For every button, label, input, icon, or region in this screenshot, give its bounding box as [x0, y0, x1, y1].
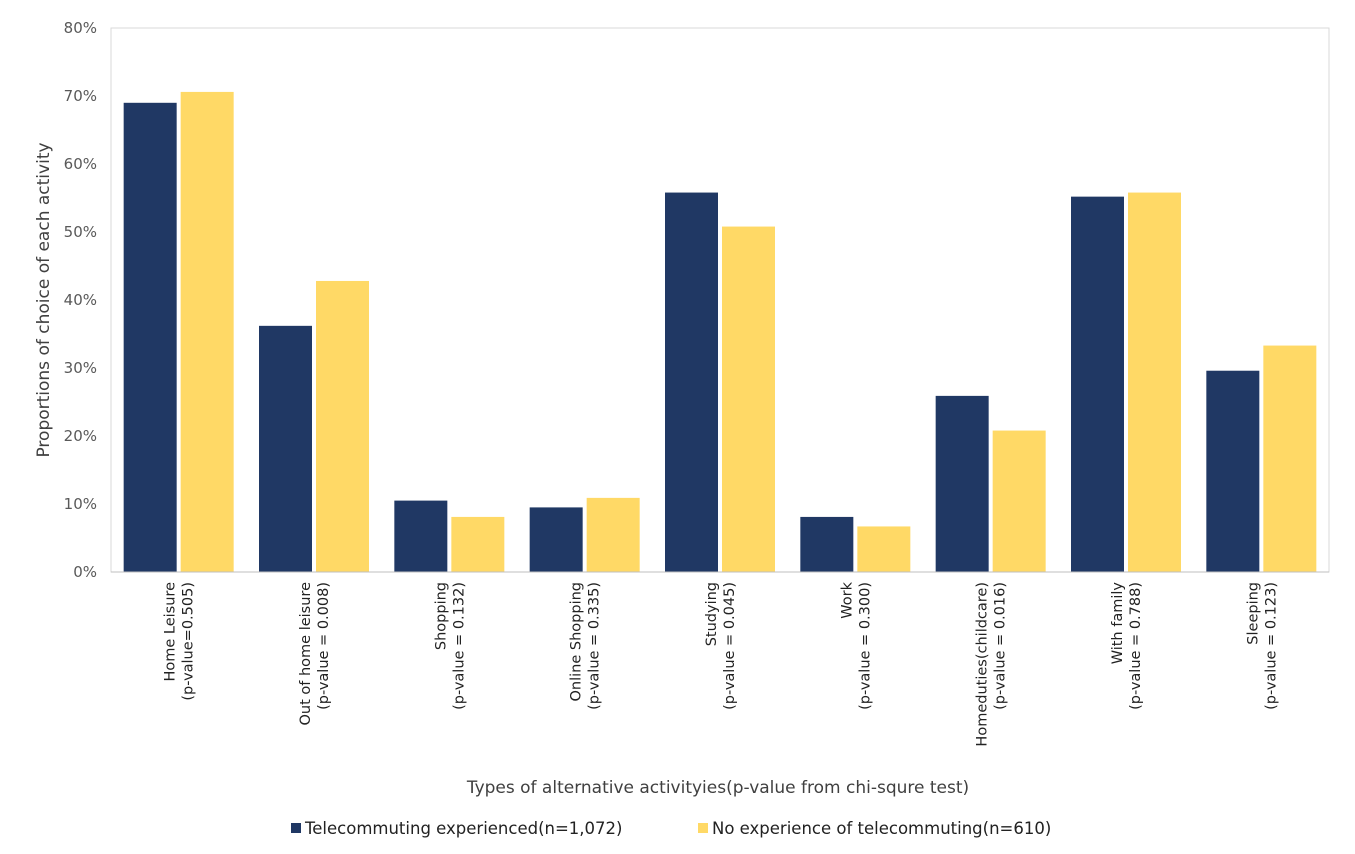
bar-series-1 [394, 500, 448, 572]
x-category-label: With family (p-value = 0.788) [1110, 582, 1144, 710]
bar-series-2 [316, 280, 369, 572]
svg-text:Homeduties(childcare)(p-value: Homeduties(childcare) (p-value = 0.016) [975, 582, 1009, 747]
bar-series-1 [1071, 196, 1124, 572]
bar-series-1 [1206, 370, 1260, 572]
bar-series-2 [992, 430, 1046, 572]
bar-series-2 [1263, 345, 1317, 572]
legend-label-series-2: No experience of telecommuting(n=610) [712, 819, 1051, 838]
y-tick-label: 70% [64, 87, 97, 105]
svg-text:Studying(p-value = 0.045): Studying (p-value = 0.045) [704, 582, 738, 710]
svg-text:Shopping(p-value = 0.132): Shopping (p-value = 0.132) [433, 582, 467, 710]
x-axis-categories: Home Leisure (p-value=0.505) Out of home l… [163, 581, 1280, 746]
bar-series-2 [586, 497, 640, 572]
x-category-label: Home Leisure (p-value=0.505) [163, 582, 197, 701]
bar-series-2 [180, 91, 234, 573]
legend-label-series-1: Telecommuting experienced(n=1,072) [304, 819, 622, 838]
bar-series-1 [935, 395, 989, 572]
legend-swatch-series-1 [291, 823, 301, 833]
x-category-label: Out of home leisure (p-value = 0.008) [298, 582, 332, 726]
legend-swatch-series-2 [698, 823, 708, 833]
y-tick-label: 10% [64, 495, 97, 513]
y-tick-label: 0% [73, 563, 97, 581]
x-category-label: Studying (p-value = 0.045) [704, 582, 738, 710]
bars-group [123, 91, 1317, 573]
bar-series-1 [529, 507, 583, 572]
x-category-label: Shopping (p-value = 0.132) [433, 582, 467, 710]
svg-text:Home Leisure(p-value=0.505): Home Leisure (p-value=0.505) [163, 582, 197, 701]
legend: Telecommuting experienced(n=1,072) No ex… [291, 819, 1051, 838]
x-category-label: Homeduties(childcare) (p-value = 0.016) [975, 582, 1009, 747]
svg-text:Out of home leisure(p-value =: Out of home leisure (p-value = 0.008) [298, 582, 332, 726]
y-tick-label: 20% [64, 427, 97, 445]
y-tick-label: 60% [64, 155, 97, 173]
x-category-label: Work (p-value = 0.300) [839, 581, 873, 709]
svg-text:Online Shopping(p-value = 0.33: Online Shopping (p-value = 0.335) [569, 582, 603, 710]
bar-series-1 [259, 325, 312, 572]
x-category-label: Sleeping (p-value = 0.123) [1245, 582, 1279, 710]
svg-text:Sleeping(p-value = 0.123): Sleeping (p-value = 0.123) [1245, 582, 1279, 710]
bar-series-2 [451, 516, 505, 572]
y-tick-label: 80% [64, 19, 97, 37]
svg-text:With family(p-value = 0.788): With family (p-value = 0.788) [1110, 582, 1144, 710]
y-tick-label: 40% [64, 291, 97, 309]
y-tick-label: 50% [64, 223, 97, 241]
bar-series-2 [857, 526, 911, 572]
bar-series-1 [123, 102, 177, 573]
y-tick-label: 30% [64, 359, 97, 377]
x-axis-title: Types of alternative activityies(p-value… [466, 778, 969, 798]
y-axis-title: Proportions of choice of each activity [34, 142, 54, 457]
bar-series-2 [722, 226, 775, 572]
x-category-label: Online Shopping (p-value = 0.335) [569, 582, 603, 710]
y-axis-ticks: 0% 10% 20% 30% 40% 50% 60% 70% 80% [64, 19, 97, 581]
bar-series-1 [800, 516, 854, 572]
svg-text:Work(p-value = 0.300): Work (p-value = 0.300) [839, 581, 873, 709]
bar-series-2 [1128, 192, 1181, 572]
bar-series-1 [665, 192, 718, 572]
